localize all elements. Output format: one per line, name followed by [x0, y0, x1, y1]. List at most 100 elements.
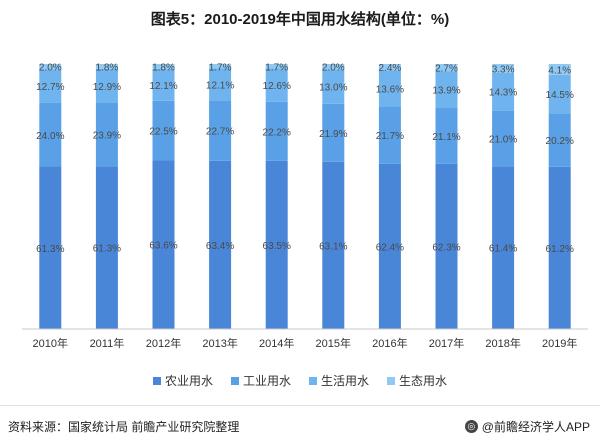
- data-label: 63.4%: [206, 241, 234, 252]
- x-tick-label: 2013年: [202, 336, 237, 350]
- data-label: 13.6%: [376, 84, 404, 95]
- legend-label: 农业用水: [164, 374, 213, 388]
- bar-segment-domestic: [492, 72, 515, 111]
- bar-segment-industry: [152, 100, 175, 161]
- bar-segment-ecology: [378, 64, 401, 71]
- stacked-bar-chart: 61.3% 24.0% 12.7% 2.0% 61.3% 23.9% 12.9% 1.8% 63…: [22, 62, 588, 350]
- bar-segment-ecology: [209, 64, 232, 69]
- data-label: 12.1%: [206, 81, 234, 92]
- bar-segment-industry: [209, 100, 232, 161]
- bar-segment-industry: [435, 107, 458, 164]
- bar-segment-agriculture: [95, 166, 118, 329]
- bar-segment-ecology: [152, 64, 175, 69]
- bar-segment-agriculture: [548, 166, 571, 329]
- legend-swatch: [309, 376, 317, 385]
- data-label: 2.4%: [379, 63, 402, 74]
- data-label: 2.0%: [39, 63, 62, 74]
- x-tick-label: 2018年: [485, 336, 520, 350]
- bar-segment-domestic: [322, 69, 345, 104]
- data-label: 63.1%: [319, 241, 347, 252]
- data-label: 62.3%: [432, 242, 460, 253]
- legend-swatch: [387, 376, 396, 385]
- data-label: 14.3%: [489, 88, 517, 99]
- x-tick-label: 2012年: [146, 336, 181, 350]
- bar-segment-agriculture: [265, 160, 288, 329]
- bar-segment-industry: [265, 101, 288, 161]
- brand-label: @前瞻经济学人APP: [481, 420, 590, 434]
- bar-segment-ecology: [548, 64, 571, 75]
- x-tick-label: 2015年: [316, 336, 351, 350]
- bar-segment-domestic: [209, 68, 232, 101]
- data-label: 61.3%: [36, 244, 64, 255]
- data-label: 20.2%: [546, 136, 574, 147]
- data-label: 1.7%: [265, 62, 288, 73]
- data-label: 3.3%: [492, 64, 515, 75]
- bar-segment-industry: [492, 110, 515, 167]
- data-label: 13.9%: [432, 86, 460, 97]
- legend-label: 工业用水: [242, 374, 291, 388]
- bar-segment-industry: [95, 102, 118, 167]
- x-tick-layer: 2010年 2011年 2012年 2013年 2014年 2015年 2016年 2017年…: [33, 336, 578, 350]
- bar-segment-industry: [378, 106, 401, 164]
- data-label: 61.2%: [546, 244, 574, 255]
- chart-title: 图表5：2010-2019年中国用水结构(单位：%): [150, 11, 450, 28]
- bar-segment-agriculture: [435, 163, 458, 329]
- bar-segment-industry: [322, 103, 345, 162]
- bar-segment-ecology: [322, 64, 345, 70]
- legend-item-domestic: 生活用水: [309, 372, 369, 389]
- data-label-layer: 61.3% 24.0% 12.7% 2.0% 61.3% 23.9% 12.9% 1.8% 63…: [36, 62, 574, 255]
- data-label: 21.7%: [376, 131, 404, 142]
- data-label: 12.1%: [149, 81, 177, 92]
- data-label: 1.8%: [152, 62, 175, 73]
- legend-item-ecology: 生态用水: [387, 372, 447, 389]
- bar-segment-agriculture: [209, 160, 232, 329]
- data-label: 21.1%: [432, 132, 460, 143]
- data-label: 12.7%: [36, 82, 64, 93]
- x-tick-label: 2010年: [33, 336, 68, 350]
- legend-label: 生活用水: [321, 374, 370, 388]
- legend-item-agriculture: 农业用水: [152, 372, 213, 389]
- bar-segment-industry: [548, 113, 571, 167]
- data-label: 23.9%: [93, 131, 121, 142]
- data-label: 24.0%: [36, 131, 64, 142]
- bar-segment-agriculture: [39, 166, 62, 329]
- bar-segment-ecology: [492, 64, 515, 73]
- data-label: 21.0%: [489, 134, 517, 145]
- legend: 农业用水 工业用水 生活用水 生态用水: [0, 372, 600, 389]
- data-label: 63.6%: [149, 241, 177, 252]
- x-tick-label: 2019年: [542, 336, 577, 350]
- bar-segment-agriculture: [378, 163, 401, 329]
- data-label: 63.5%: [263, 241, 291, 252]
- bar-segment-ecology: [95, 64, 118, 69]
- data-label: 22.2%: [263, 127, 291, 138]
- x-tick-label: 2014年: [259, 336, 294, 350]
- data-label: 2.7%: [435, 64, 458, 75]
- data-label: 22.7%: [206, 127, 234, 138]
- x-tick-label: 2016年: [372, 336, 407, 350]
- bar-segment-agriculture: [322, 161, 345, 329]
- bar-segment-domestic: [265, 68, 288, 102]
- data-label: 62.4%: [376, 242, 404, 253]
- footer: 资料来源：国家统计局 前瞻产业研究院整理 ◎ @前瞻经济学人APP: [0, 405, 600, 443]
- bar-segment-domestic: [548, 74, 571, 114]
- data-label: 13.0%: [319, 83, 347, 94]
- legend-label: 生态用水: [399, 374, 448, 388]
- data-label: 4.1%: [548, 65, 571, 76]
- bar-segment-domestic: [378, 70, 401, 107]
- bar-segment-domestic: [95, 68, 118, 103]
- bar-segment-industry: [39, 102, 62, 167]
- data-label: 2.0%: [322, 63, 345, 74]
- data-label: 21.9%: [319, 129, 347, 140]
- legend-swatch: [230, 376, 239, 385]
- data-label: 14.5%: [546, 90, 574, 101]
- bar-layer: [39, 64, 571, 329]
- legend-item-industry: 工业用水: [230, 372, 291, 389]
- brand-logo-icon: ◎: [464, 420, 478, 433]
- bar-segment-domestic: [39, 69, 62, 103]
- x-tick-label: 2011年: [90, 336, 125, 350]
- legend-swatch: [152, 376, 161, 385]
- data-label: 12.6%: [263, 81, 291, 92]
- x-tick-label: 2017年: [429, 336, 464, 350]
- source-note: 资料来源：国家统计局 前瞻产业研究院整理: [8, 420, 240, 434]
- data-label: 1.8%: [96, 62, 119, 73]
